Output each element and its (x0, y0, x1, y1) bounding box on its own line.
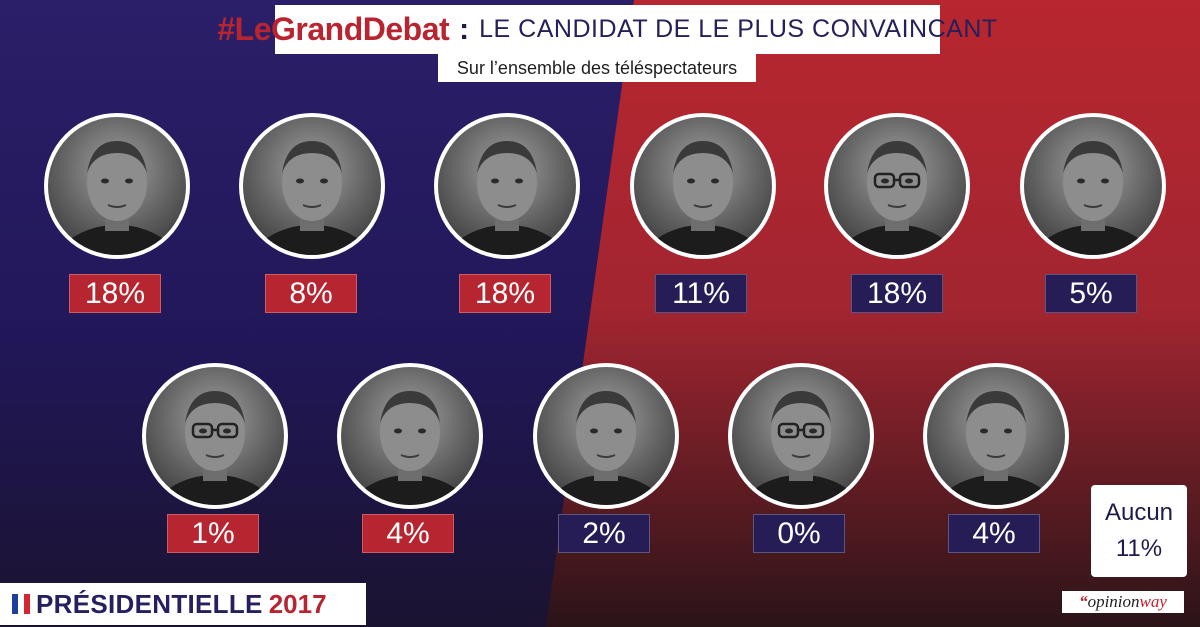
title-banner: #LeGrandDebat : LE CANDIDAT DE LE PLUS C… (217, 5, 997, 54)
portrait-silhouette (546, 391, 666, 505)
french-flag-icon (12, 594, 30, 614)
candidate-portrait (337, 363, 483, 509)
candidate-portrait (923, 363, 1069, 509)
title-colon: : (459, 12, 470, 46)
logo-quote: “ (1079, 592, 1088, 611)
portrait-silhouette (447, 141, 567, 255)
percentage-badge: 8% (265, 274, 357, 313)
flag-white (18, 594, 24, 614)
portrait-silhouette (643, 141, 763, 255)
portrait-silhouette (936, 391, 1056, 505)
percentage-badge: 4% (948, 514, 1040, 553)
hashtag: #LeGrandDebat (217, 11, 450, 47)
footer-label: PRÉSIDENTIELLE (36, 588, 263, 619)
subtitle: Sur l’ensemble des téléspectateurs (456, 57, 738, 78)
page-title: LE CANDIDAT DE LE PLUS CONVAINCANT (479, 15, 998, 43)
percentage-badge: 1% (167, 514, 259, 553)
opinionway-logo: “opinion way (1062, 591, 1184, 613)
candidate-portrait (533, 363, 679, 509)
flag-blue (12, 594, 18, 614)
percentage-badge: 5% (1045, 274, 1137, 313)
subtitle-banner: Sur l’ensemble des téléspectateurs (438, 54, 756, 82)
portrait-silhouette (1033, 141, 1153, 255)
candidate-portrait (630, 113, 776, 259)
percentage-badge: 0% (753, 514, 845, 553)
aucun-label: Aucun (1104, 499, 1174, 526)
candidate-portrait (824, 113, 970, 259)
percentage-badge: 18% (851, 274, 943, 313)
candidate-portrait (44, 113, 190, 259)
percentage-badge: 2% (558, 514, 650, 553)
candidate-portrait (142, 363, 288, 509)
percentage-badge: 18% (69, 274, 161, 313)
portrait-silhouette (837, 141, 957, 255)
candidate-portrait (434, 113, 580, 259)
candidate-portrait (1020, 113, 1166, 259)
percentage-badge: 11% (655, 274, 747, 313)
portrait-silhouette (741, 391, 861, 505)
portrait-silhouette (350, 391, 470, 505)
aucun-value: 11% (1115, 535, 1163, 562)
footer-banner: PRÉSIDENTIELLE 2017 (0, 583, 366, 625)
percentage-badge: 18% (459, 274, 551, 313)
logo-text-way: way (1139, 592, 1167, 611)
candidate-portrait (728, 363, 874, 509)
portrait-silhouette (57, 141, 177, 255)
logo-text-opinion: opinion (1087, 592, 1140, 611)
footer-year: 2017 (268, 588, 327, 619)
candidate-portrait (239, 113, 385, 259)
portrait-silhouette (252, 141, 372, 255)
aucun-box: Aucun 11% (1091, 485, 1187, 577)
flag-red (24, 594, 30, 614)
percentage-badge: 4% (362, 514, 454, 553)
portrait-silhouette (155, 391, 275, 505)
